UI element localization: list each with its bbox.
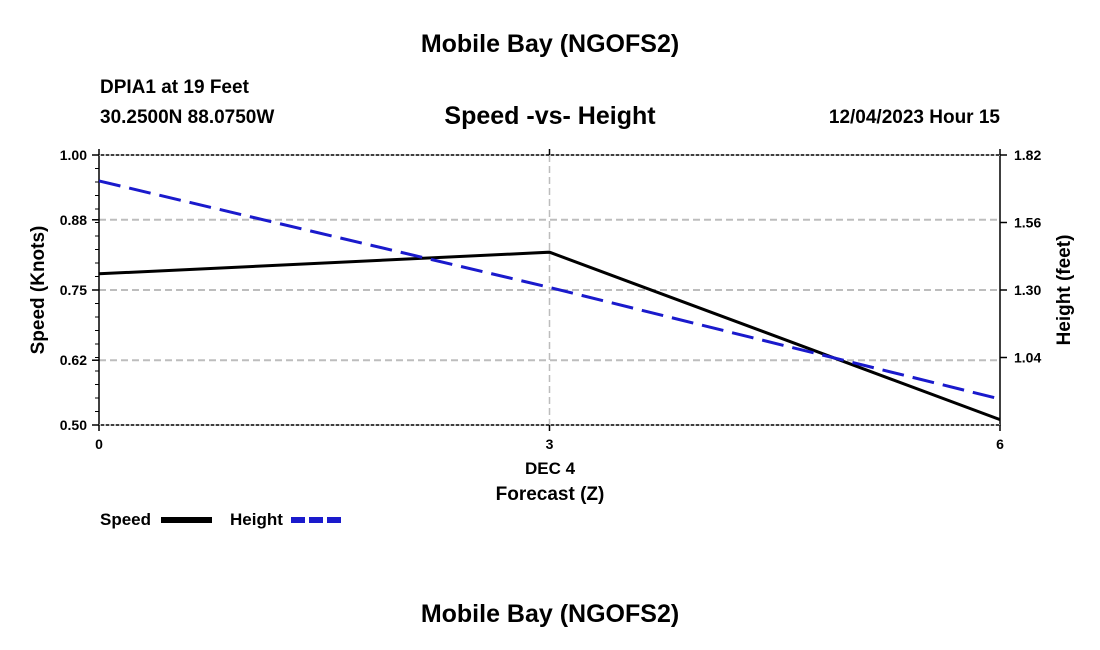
station-label: DPIA1 at 19 Feet [100,77,249,98]
axes: 1.00 0.88 0.75 0.62 0.50 1.82 1.56 1.30 1.04 0 3 6 [60,147,1042,452]
legend-speed-label: Speed [100,510,151,529]
x-axis-label: Forecast (Z) [496,484,605,505]
y-axis-label: Speed (Knots) [28,226,49,355]
y2-tick-label-1: 1.56 [1014,215,1041,231]
y-tick-label-4: 0.50 [60,417,87,433]
series-line-speed [98,250,1001,422]
x-tick-label-0: 0 [95,436,103,452]
y-tick-label-2: 0.75 [60,282,87,298]
grid-lines [99,155,1000,425]
y-tick-label-0: 1.00 [60,147,87,163]
legend: Speed Height [100,510,342,529]
chart-title: Speed -vs- Height [444,102,656,130]
coordinates-label: 30.2500N 88.0750W [100,107,275,128]
x-tick-label-2: 6 [996,436,1004,452]
y2-tick-label-0: 1.82 [1014,147,1041,163]
y2-tick-label-3: 1.04 [1014,350,1041,366]
y-tick-label-1: 0.88 [60,212,87,228]
page-title: Mobile Bay (NGOFS2) [420,30,680,58]
legend-height-label: Height [230,510,283,529]
x-sublabel: DEC 4 [525,459,576,478]
y-tick-label-3: 0.62 [60,352,87,368]
x-tick-label-1: 3 [546,436,554,452]
datetime-label: 12/04/2023 Hour 15 [828,107,1000,128]
y2-axis-label: Height (feet) [1054,235,1075,346]
bottom-title: Mobile Bay (NGOFS2) [420,600,680,628]
series-layer [98,179,1001,422]
y2-tick-label-2: 1.30 [1014,282,1041,298]
